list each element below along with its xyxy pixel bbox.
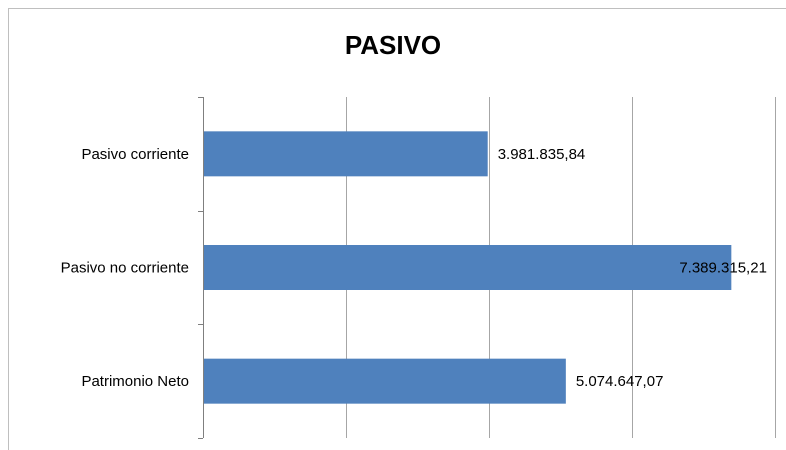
- bar: [204, 245, 732, 290]
- data-label: 7.389.315,21: [679, 260, 767, 277]
- category-label: Patrimonio Neto: [81, 373, 189, 390]
- category-label: Pasivo corriente: [81, 146, 189, 163]
- chart-title: PASIVO: [344, 30, 442, 60]
- data-label: 5.074.647,07: [576, 373, 664, 390]
- data-label: 3.981.835,84: [498, 146, 586, 163]
- bar: [204, 131, 488, 177]
- category-label: Pasivo no corriente: [61, 260, 189, 277]
- bar: [204, 358, 566, 404]
